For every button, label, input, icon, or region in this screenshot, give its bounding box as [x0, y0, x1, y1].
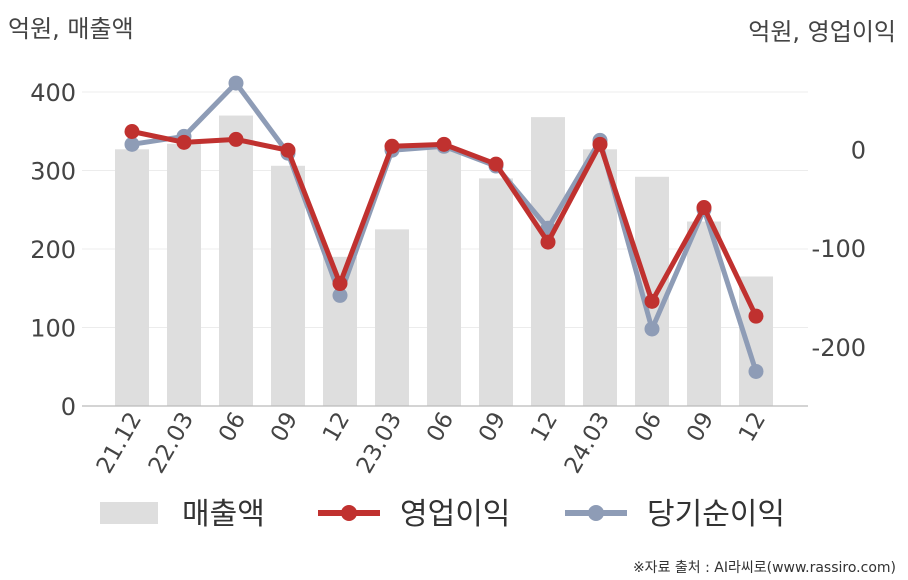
left-tick-label: 0: [61, 393, 76, 421]
bar: [271, 165, 305, 406]
legend-swatch-marker: [341, 505, 357, 521]
bar: [427, 148, 461, 406]
left-tick-label: 300: [30, 158, 76, 186]
x-tick-label: 06: [214, 408, 251, 446]
left-tick-label: 200: [30, 236, 76, 264]
legend-label: 영업이익: [400, 497, 510, 532]
data-point: [540, 234, 556, 250]
data-point: [436, 136, 452, 152]
legend: 매출액 영업이익 당기순이익: [100, 497, 785, 532]
legend-label: 당기순이익: [647, 497, 785, 532]
x-tick-label: 06: [422, 408, 459, 446]
data-point: [384, 138, 400, 154]
left-axis-title: 억원, 매출액: [8, 15, 134, 43]
bar: [531, 117, 565, 407]
data-point: [124, 123, 140, 139]
left-tick-label: 400: [30, 79, 76, 107]
left-tick-label: 100: [30, 315, 76, 343]
x-tick-label: 12: [734, 408, 771, 446]
data-point: [696, 200, 712, 216]
legend-swatch-marker: [588, 505, 604, 521]
x-tick-label: 23.03: [352, 408, 407, 478]
right-axis: 0 -100 -200: [812, 136, 866, 361]
data-point: [176, 134, 192, 150]
bar: [115, 149, 149, 406]
x-tick-label: 09: [266, 408, 303, 446]
source-note: ※자료 출처 : AI라씨로(www.rassiro.com): [633, 560, 896, 576]
bar-series: [115, 115, 773, 407]
data-point: [644, 321, 660, 337]
bar: [375, 229, 409, 406]
bar: [479, 178, 513, 406]
right-axis-title: 억원, 영업이익: [748, 18, 896, 46]
data-point: [748, 308, 764, 324]
data-point: [644, 293, 660, 309]
data-point: [592, 136, 608, 152]
bar: [167, 143, 201, 406]
bar: [583, 149, 617, 406]
x-tick-label: 22.03: [144, 408, 199, 478]
legend-swatch-bar: [100, 502, 158, 524]
x-tick-label: 21.12: [92, 408, 147, 478]
bar: [219, 115, 253, 407]
left-axis: 0 100 200 300 400: [30, 79, 76, 421]
legend-label: 매출액: [182, 497, 265, 532]
right-tick-label: -100: [812, 235, 866, 263]
x-tick-label: 06: [630, 408, 667, 446]
x-tick-label: 09: [682, 408, 719, 446]
data-point: [228, 75, 244, 91]
x-tick-label: 24.03: [560, 408, 615, 478]
data-point: [332, 287, 348, 303]
data-point: [748, 363, 764, 379]
data-point: [228, 131, 244, 147]
data-point: [124, 136, 140, 152]
x-tick-label: 09: [474, 408, 511, 446]
x-tick-label: 12: [526, 408, 563, 446]
data-point: [488, 156, 504, 172]
line-series: [124, 75, 764, 379]
x-tick-label: 12: [318, 408, 355, 446]
data-point: [280, 142, 296, 158]
right-tick-label: 0: [851, 136, 866, 164]
data-point: [332, 276, 348, 292]
right-tick-label: -200: [812, 334, 866, 362]
